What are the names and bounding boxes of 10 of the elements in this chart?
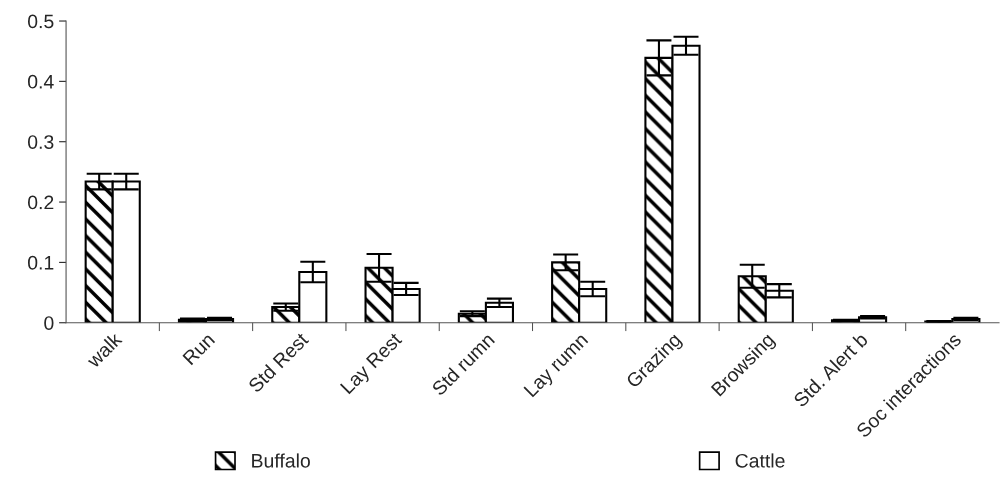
legend-label: Buffalo (252, 453, 310, 468)
y-tick-label: 0.5 (27, 14, 54, 29)
y-tick-label: 0 (44, 316, 54, 330)
x-tick-label: Run (182, 332, 216, 366)
y-tick-label: 0.4 (27, 74, 54, 89)
y-tick-label: 0.3 (27, 135, 54, 149)
y-tick-label: 0.2 (27, 195, 54, 210)
x-tick-label: walk (85, 331, 123, 369)
y-tick-label: 0.1 (27, 255, 54, 270)
legend-label: Cattle (735, 453, 785, 468)
